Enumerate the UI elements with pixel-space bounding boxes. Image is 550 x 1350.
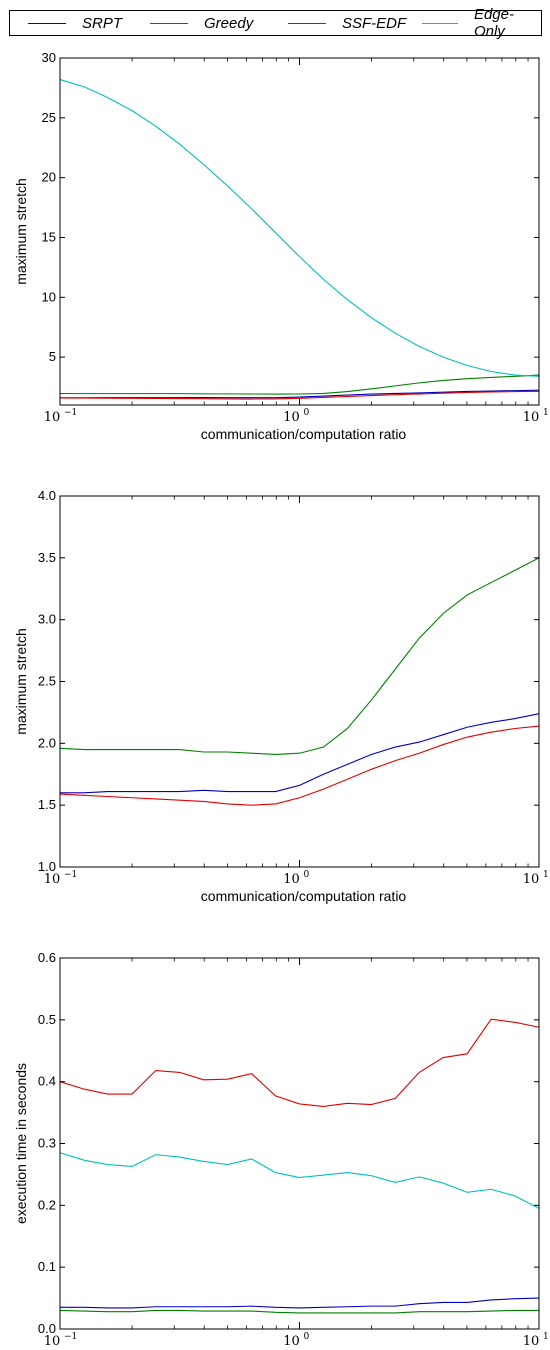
chart-1-ytick-label-1: 10: [42, 289, 56, 304]
chart-1-xtick-exp-0: −1: [64, 408, 77, 418]
chart-1-series-greedy: [59, 374, 540, 395]
chart-1-series-srpt: [60, 389, 540, 399]
legend-item-ssf-edf: SSF-EDF: [288, 11, 406, 35]
chart-2-plot-frame: [59, 495, 540, 868]
chart-1-xtick-base-1: 10: [283, 410, 300, 425]
legend-swatch-greedy: [150, 22, 188, 24]
chart-3-ytick-label-1: 0.1: [38, 1259, 56, 1274]
chart-2-ytick-label-0: 1.0: [38, 859, 56, 874]
chart-2-series-srpt: [60, 713, 540, 794]
chart-2-ylabel: maximum stretch: [13, 628, 29, 735]
legend-label-edge-only: Edge-Only: [473, 6, 514, 40]
chart-3-ytick-label-6: 0.6: [38, 950, 56, 965]
chart-1-ylabel: maximum stretch: [13, 178, 29, 285]
chart-2-series-ssf-edf: [59, 725, 540, 806]
chart-2-ytick-label-3: 2.5: [38, 674, 56, 689]
chart-2-ytick-label-2: 2.0: [38, 735, 56, 750]
legend-label-ssf-edf: SSF-EDF: [342, 14, 407, 32]
chart-3-series-edge-only: [59, 1152, 540, 1209]
legend-swatch-srpt: [28, 22, 66, 24]
legend: SRPT Greedy SSF-EDF Edge-Only: [9, 6, 542, 40]
chart-1-xtick-exp-2: 1: [543, 408, 549, 418]
chart-1-ytick-label-3: 20: [42, 170, 56, 185]
chart-3-ytick-label-3: 0.3: [38, 1136, 56, 1151]
legend-swatch-edge-only: [422, 22, 458, 24]
chart-3-xtick-base-0: 10: [44, 1334, 61, 1349]
chart-2-ytick-label-6: 4.0: [38, 488, 56, 503]
chart-2-xtick-exp-1: 0: [304, 870, 310, 880]
chart-1-ytick-label-5: 30: [42, 50, 56, 65]
chart-1-xtick-base-0: 10: [44, 410, 61, 425]
legend-label-srpt: SRPT: [82, 14, 123, 32]
chart-1-ytick-label-4: 25: [42, 110, 56, 125]
chart-3-xtick-exp-0: −1: [64, 1332, 77, 1342]
chart-2-xtick-base-2: 10: [523, 872, 540, 887]
legend-item-greedy: Greedy: [150, 11, 253, 35]
chart-1-series-ssf-edf: [59, 390, 540, 400]
chart-3-ytick-label-5: 0.5: [38, 1012, 56, 1027]
legend-swatch-ssf-edf: [288, 22, 326, 24]
chart-2-ytick-label-1: 1.5: [38, 797, 56, 812]
chart-2-series-greedy: [59, 557, 540, 756]
legend-item-srpt: SRPT: [28, 11, 122, 35]
chart-2-xtick-exp-2: 1: [543, 870, 549, 880]
chart-2-ytick-label-4: 3.0: [38, 612, 56, 627]
chart-2-xlabel: communication/computation ratio: [201, 888, 407, 904]
chart-1-ytick-label-2: 15: [42, 229, 56, 244]
chart-3-series-ssf-edf: [59, 1018, 540, 1107]
chart-2-ytick-label-5: 3.5: [38, 550, 56, 565]
chart-2-xtick-base-1: 10: [283, 872, 300, 887]
chart-1-ytick-label-0: 5: [49, 349, 56, 364]
chart-3-xtick-exp-2: 1: [543, 1332, 549, 1342]
chart-1-xtick-base-2: 10: [523, 410, 540, 425]
chart-3-xtick-base-1: 10: [283, 1334, 300, 1349]
chart-3-ylabel: execution time in seconds: [13, 1063, 29, 1224]
chart-1-xtick-exp-1: 0: [304, 408, 310, 418]
chart-3-plot-frame: [59, 957, 540, 1330]
chart-1-xlabel: communication/computation ratio: [201, 426, 407, 442]
chart-3-xtick-exp-1: 0: [304, 1332, 310, 1342]
legend-item-edge-only: Edge-Only: [422, 6, 541, 40]
chart-3-ytick-label-2: 0.2: [38, 1197, 56, 1212]
chart-3-series-srpt: [60, 1297, 540, 1309]
chart-3-ytick-label-4: 0.4: [38, 1074, 56, 1089]
chart-1-series-edge-only: [59, 79, 540, 377]
chart-3-series-greedy: [59, 1309, 539, 1314]
chart-2-xtick-exp-0: −1: [64, 870, 77, 880]
chart-3-xtick-base-2: 10: [523, 1334, 540, 1349]
legend-label-greedy: Greedy: [204, 14, 254, 32]
chart-2-xtick-base-0: 10: [44, 872, 61, 887]
chart-3-ytick-label-0: 0.0: [38, 1321, 56, 1336]
